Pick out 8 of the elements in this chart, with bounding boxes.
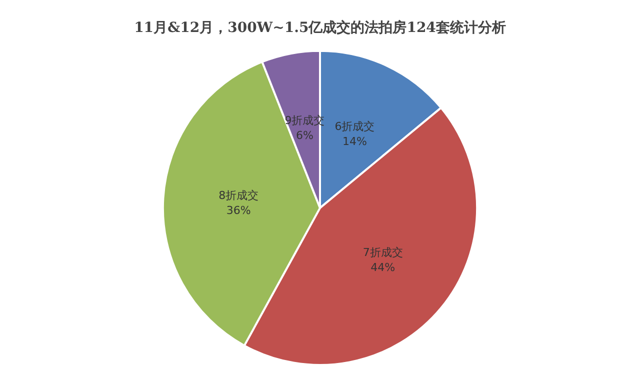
data-label: 14% [342,135,367,148]
data-label: 44% [370,260,396,274]
slice-label: 7折成交 [362,246,403,259]
slice-label: 6折成交 [334,120,375,134]
chart-title: 11月&12月，300W~1.5亿成交的法拍房124套统计分析 [134,19,506,36]
data-label: 6% [296,128,314,142]
slice-label: 8折成交 [218,188,259,202]
data-label: 36% [226,204,251,217]
